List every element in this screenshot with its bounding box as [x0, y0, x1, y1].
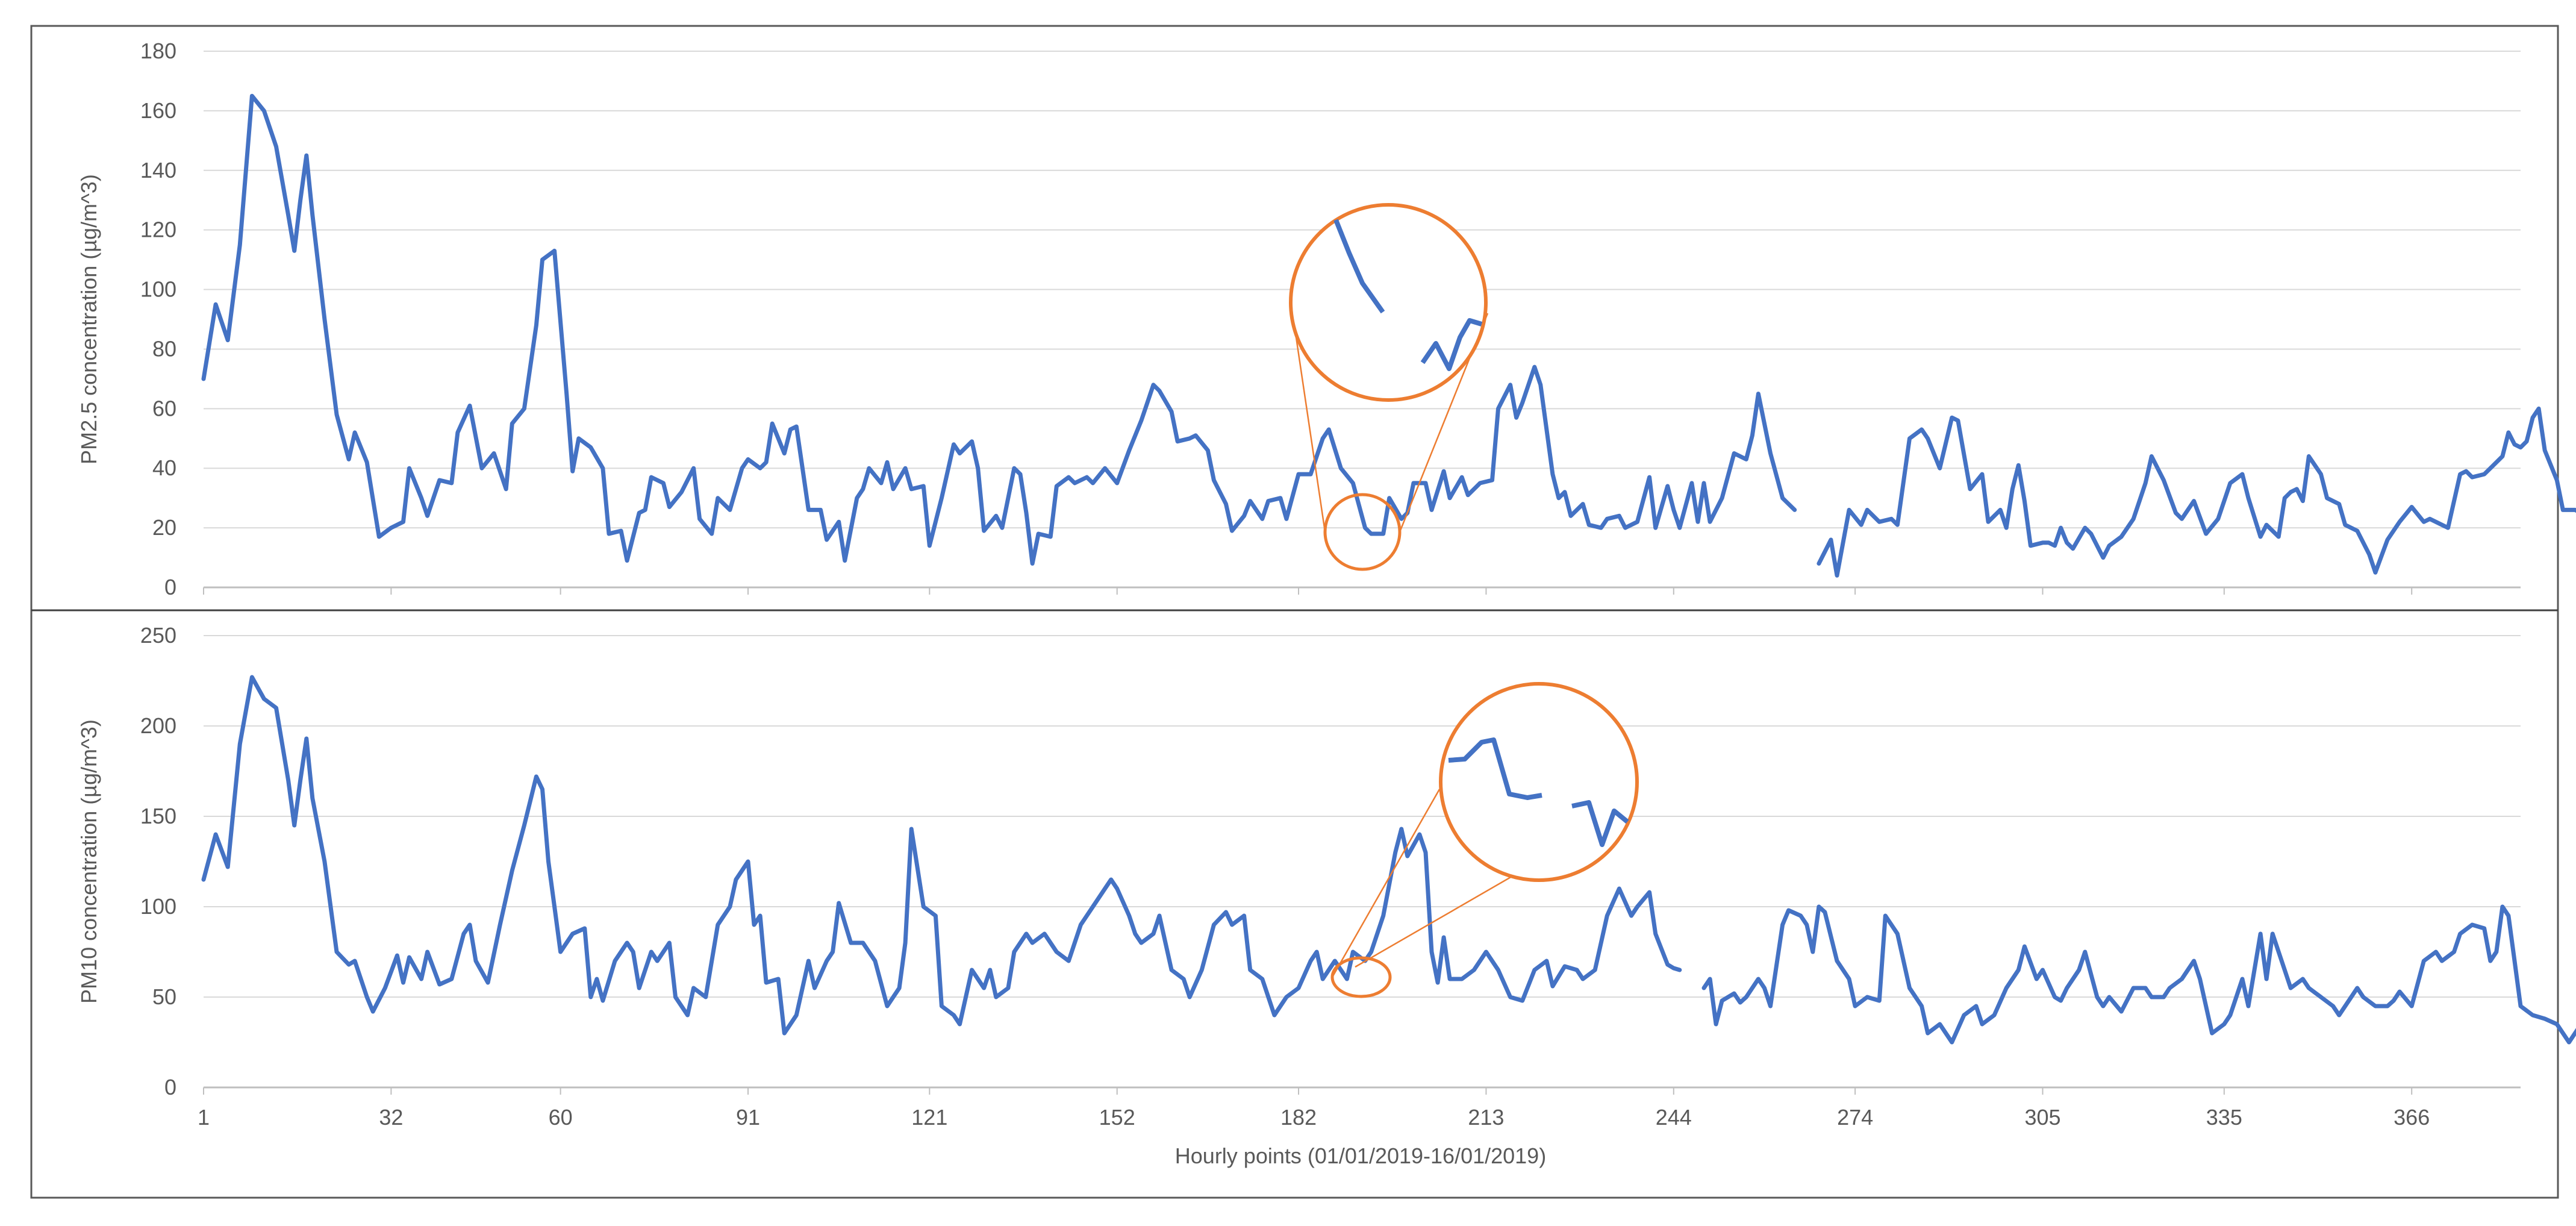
pm10-zoom-segment-b	[1571, 800, 1629, 847]
pm25-chart: 0 20 40 60 80 100 120 140 160 180 PM2.5 concentrat…	[76, 39, 2576, 599]
pm10-x-tick-label: 1	[198, 1105, 210, 1130]
pm10-y-axis-title: PM10 concentration (µg/m^3)	[76, 719, 101, 1004]
pm10-y-tick-label: 150	[140, 804, 176, 828]
pm10-zoom-segment-a	[1448, 737, 1542, 800]
figure-border	[30, 25, 2559, 1199]
pm25-y-tick-label: 80	[152, 336, 176, 361]
pm10-zoom-magnifier	[1439, 682, 1639, 882]
pm10-x-tick-label: 213	[1468, 1105, 1504, 1130]
pm10-x-tick-label: 244	[1656, 1105, 1692, 1130]
pm25-y-tick-label: 100	[140, 277, 176, 302]
pm10-series-line	[201, 675, 1682, 1036]
pm10-zoom-connector-left	[1331, 789, 1441, 978]
pm10-y-tick-label: 50	[152, 984, 176, 1009]
pm25-y-tick-label: 60	[152, 396, 176, 421]
pm10-zoom-callout	[1330, 682, 1639, 998]
pm10-x-tick-label: 335	[2206, 1105, 2242, 1130]
pm25-y-tick-label: 120	[140, 217, 176, 242]
pm25-y-tick-label: 180	[140, 39, 176, 63]
x-axis-title: Hourly points (01/01/2019-16/01/2019)	[1175, 1143, 1546, 1168]
pm25-y-tick-label: 0	[164, 575, 176, 599]
pm25-zoom-segment-b	[1420, 318, 1483, 371]
pm10-x-tick-label: 32	[379, 1105, 403, 1130]
pm25-zoom-connector-left	[1295, 337, 1326, 533]
pm10-y-tick-label: 250	[140, 623, 176, 648]
pm25-series-line	[1817, 406, 2576, 578]
pm10-x-tick-label: 60	[549, 1105, 573, 1130]
pm10-x-tick-label: 274	[1837, 1105, 1873, 1130]
pm10-x-tick-label: 121	[911, 1105, 947, 1130]
pm25-zoom-callout	[1289, 203, 1489, 571]
pm10-x-tick-label: 182	[1280, 1105, 1317, 1130]
pm25-y-tick-label: 160	[140, 98, 176, 123]
pm10-x-tick-label: 91	[736, 1105, 760, 1130]
pm25-y-tick-label: 20	[152, 515, 176, 540]
pm25-y-axis-title: PM2.5 concentration (µg/m^3)	[76, 174, 101, 464]
pm10-x-tick-label: 305	[2024, 1105, 2060, 1130]
pm25-series-line	[201, 93, 1797, 566]
pm10-x-tick-label: 152	[1099, 1105, 1135, 1130]
pm10-y-tick-label: 0	[164, 1075, 176, 1099]
pm25-zoom-magnifier	[1289, 203, 1488, 402]
pm25-zoom-segment-a	[1333, 219, 1385, 314]
pm10-series-line	[1701, 904, 2576, 1045]
pm25-y-tick-label: 140	[140, 158, 176, 183]
pm10-y-tick-label: 100	[140, 894, 176, 919]
pm25-y-tick-label: 40	[152, 455, 176, 480]
pm10-y-tick-label: 200	[140, 713, 176, 738]
pm10-chart: 0 50 100 150 200 250 1 32 60 91 121 152 182 213 244 274…	[76, 623, 2576, 1130]
pm10-x-tick-label: 366	[2394, 1105, 2430, 1130]
